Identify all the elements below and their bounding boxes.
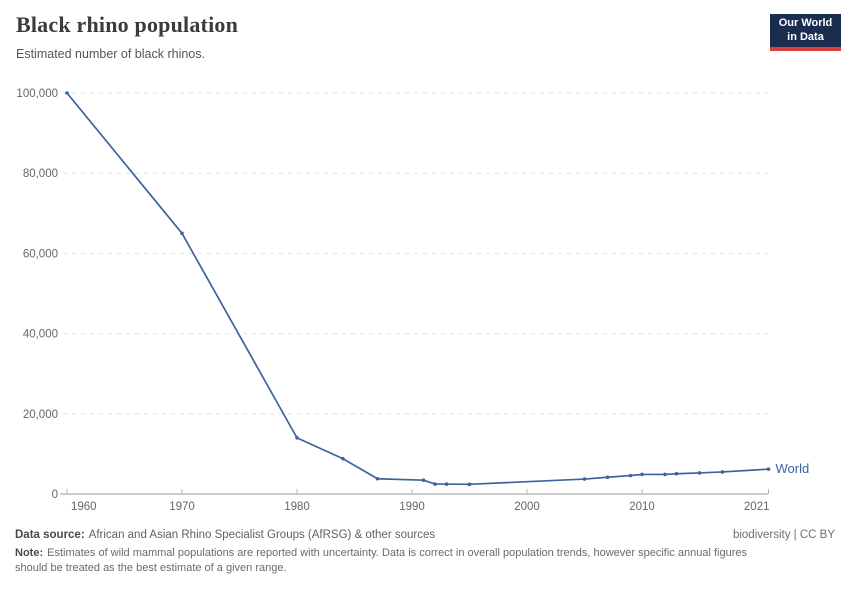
data-point[interactable]	[663, 472, 667, 477]
chart-note: Note: Estimates of wild mammal population…	[15, 546, 770, 576]
license-link[interactable]: biodiversity | CC BY	[732, 529, 835, 541]
entity-label-world: World	[776, 461, 810, 476]
chart-footer: Data source: African and Asian Rhino Spec…	[15, 529, 835, 576]
x-axis-tick-label: 2000	[514, 501, 540, 513]
y-axis-tick-label: 20,000	[23, 409, 58, 421]
data-point[interactable]	[697, 471, 702, 475]
owid-logo-line1: Our World	[778, 17, 833, 30]
owid-logo-line2: in Data	[787, 30, 824, 43]
x-axis-tick-label: 1960	[71, 501, 97, 513]
y-axis-tick-label: 80,000	[23, 168, 58, 180]
y-axis-tick-label: 0	[52, 489, 58, 501]
data-point[interactable]	[720, 470, 725, 474]
page-title: Black rhino population	[16, 12, 239, 37]
line-chart-plot[interactable]: 0 20,000 40,000 60,000 80,000 100,000 1960 1970…	[0, 72, 850, 532]
x-axis-tick-label: 1970	[169, 501, 195, 513]
x-axis-tick-label: 2021	[744, 501, 770, 513]
data-point[interactable]	[375, 476, 380, 481]
y-axis-tick-label: 100,000	[16, 88, 58, 100]
data-point[interactable]	[341, 456, 345, 461]
note-label: Note:	[15, 547, 44, 559]
y-axis-tick-label: 60,000	[23, 248, 58, 260]
note-text: Estimates of wild mammal populations are…	[15, 547, 747, 574]
chart-subtitle: Estimated number of black rhinos.	[16, 47, 205, 61]
data-point[interactable]	[433, 482, 437, 486]
data-point[interactable]	[444, 482, 449, 486]
data-point[interactable]	[628, 473, 633, 478]
y-axis-tick-label: 40,000	[23, 329, 58, 341]
owid-logo[interactable]: Our World in Data	[770, 14, 841, 51]
data-point[interactable]	[582, 477, 587, 481]
x-axis-tick-label: 2010	[629, 501, 655, 513]
data-point[interactable]	[180, 231, 184, 236]
data-point[interactable]	[467, 482, 472, 487]
x-axis-tick-label: 1990	[399, 501, 425, 513]
data-point[interactable]	[605, 475, 610, 480]
data-point[interactable]	[674, 471, 679, 476]
x-axis-tick-label: 1980	[284, 501, 310, 513]
datasource-text: African and Asian Rhino Specialist Group…	[88, 529, 436, 541]
data-point[interactable]	[421, 478, 426, 482]
series-line-world[interactable]	[66, 92, 769, 486]
datasource-line: Data source: African and Asian Rhino Spec…	[15, 529, 435, 541]
data-point[interactable]	[295, 436, 299, 440]
data-point[interactable]	[65, 91, 69, 95]
data-point[interactable]	[766, 467, 771, 471]
data-point[interactable]	[640, 472, 644, 477]
datasource-label: Data source:	[15, 529, 85, 541]
